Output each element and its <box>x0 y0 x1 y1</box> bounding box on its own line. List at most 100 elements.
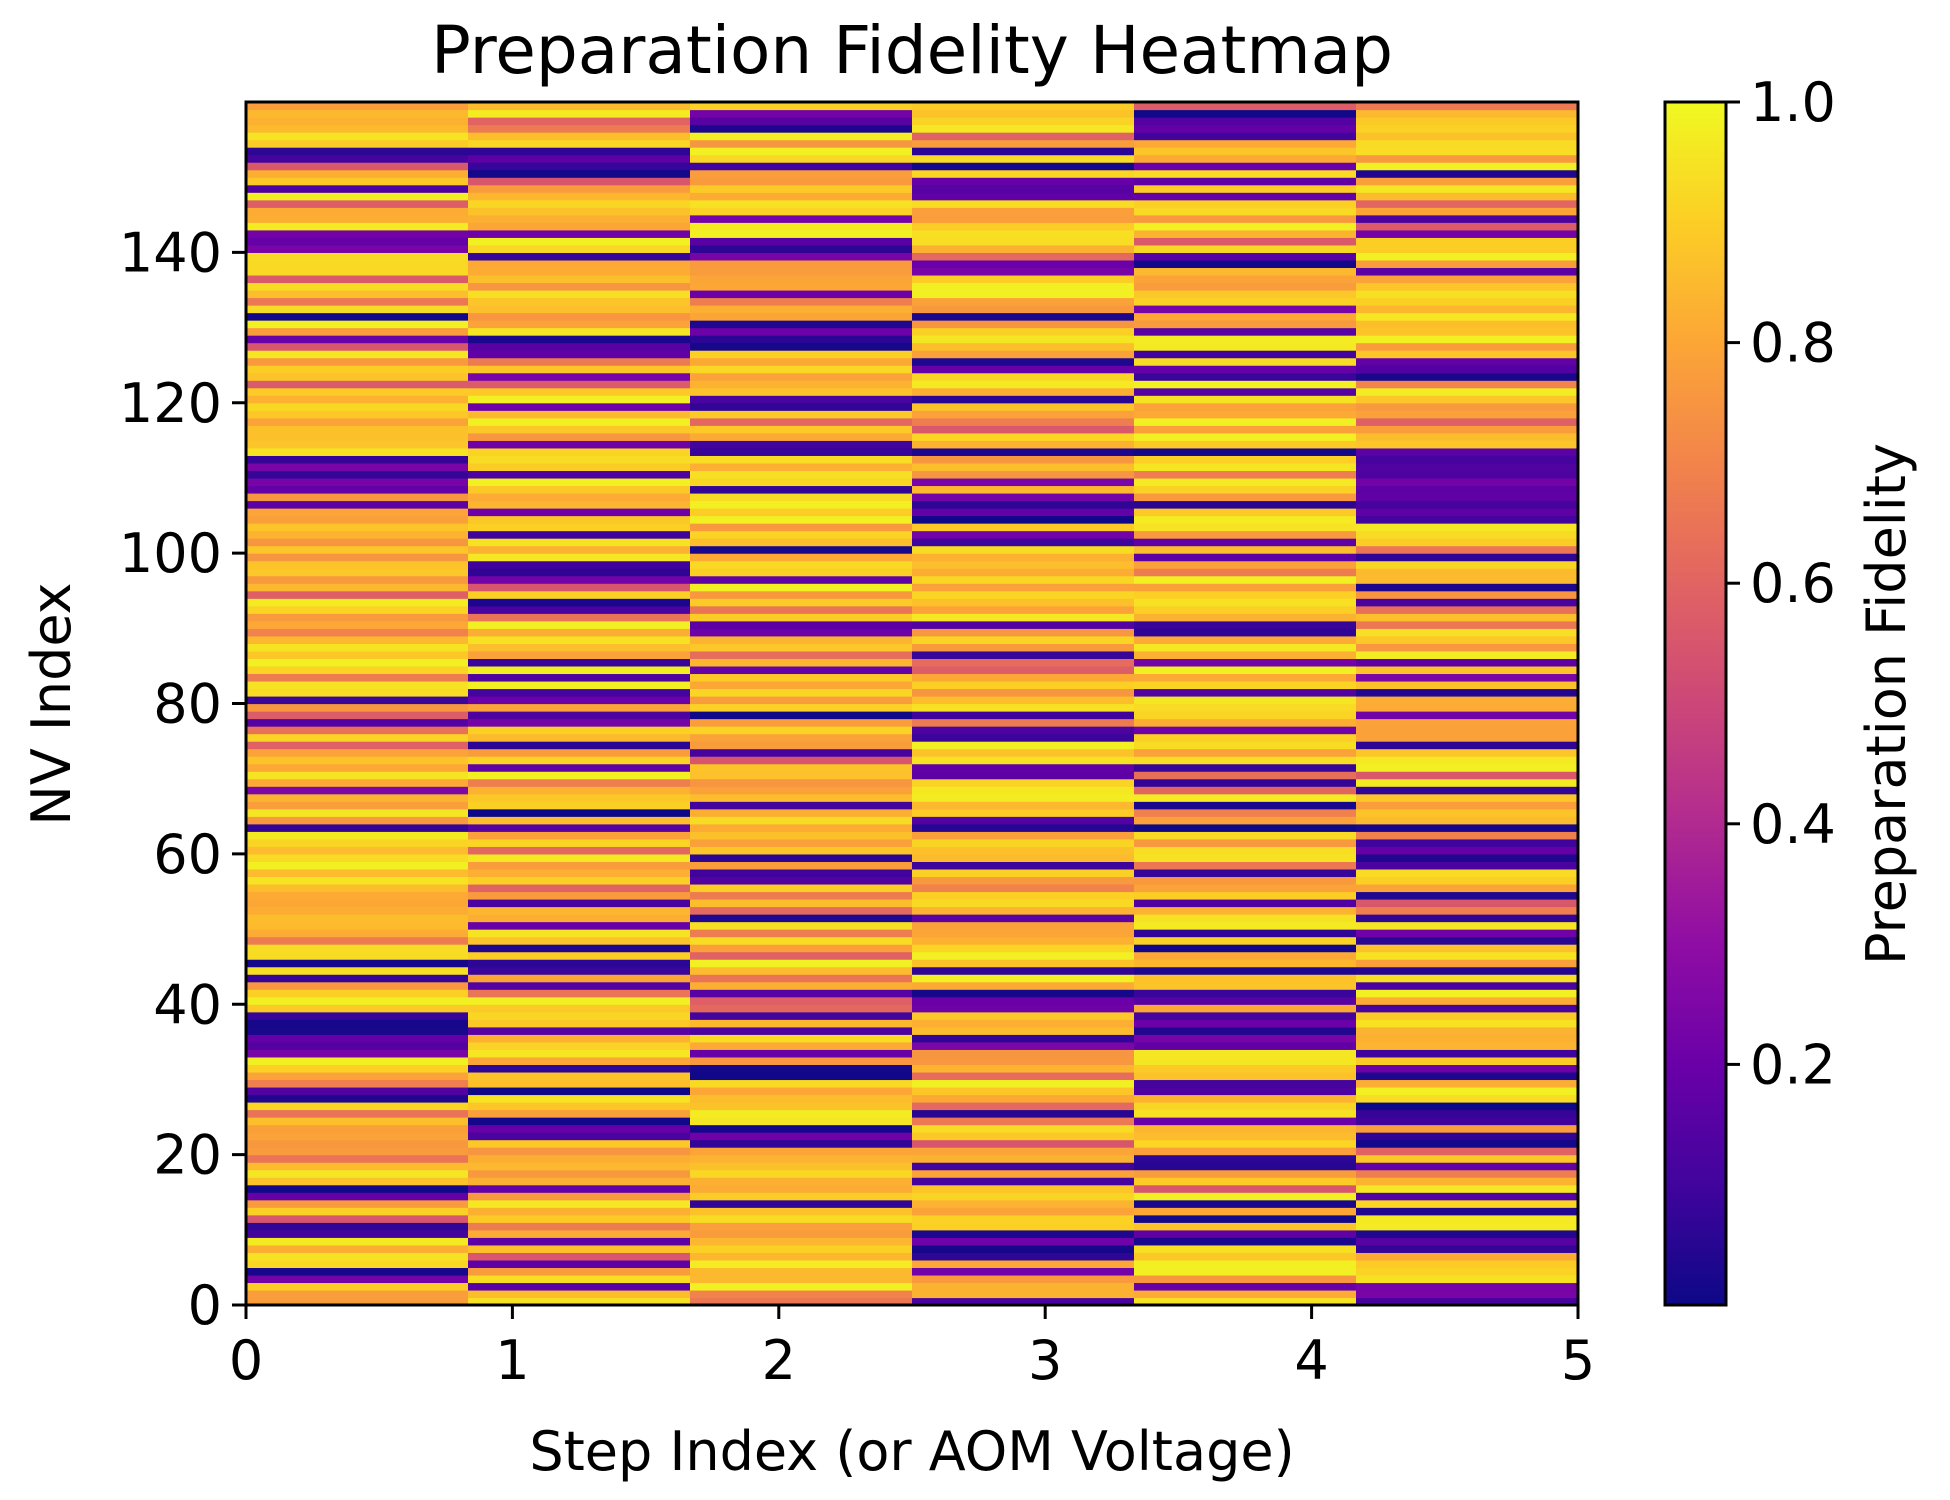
heatmap-cell <box>1134 748 1357 757</box>
heatmap-cell <box>246 838 469 847</box>
heatmap-cell <box>912 590 1135 599</box>
heatmap-cell <box>1134 252 1357 261</box>
heatmap-cell <box>468 951 691 960</box>
heatmap-cell <box>1134 1297 1357 1306</box>
heatmap-cell <box>1356 1229 1579 1238</box>
heatmap-cell <box>1134 914 1357 923</box>
heatmap-cell <box>246 620 469 629</box>
heatmap-cell <box>1134 846 1357 855</box>
heatmap-cell <box>246 289 469 299</box>
heatmap-cell <box>246 1094 469 1103</box>
heatmap-cell <box>1356 861 1579 870</box>
heatmap-cell <box>468 1019 691 1028</box>
heatmap-cell <box>468 372 691 381</box>
heatmap-cell <box>1134 462 1357 472</box>
heatmap-cell <box>690 222 913 231</box>
heatmap-cell <box>1356 1214 1579 1223</box>
heatmap-cell <box>246 485 469 494</box>
heatmap-cell <box>690 838 913 847</box>
heatmap-cell <box>1356 199 1579 208</box>
heatmap-cell <box>912 756 1135 765</box>
heatmap-cell <box>246 523 469 532</box>
heatmap-cell <box>468 801 691 810</box>
heatmap-cell <box>1356 1011 1579 1020</box>
heatmap-cell <box>912 966 1135 975</box>
heatmap-cell <box>1134 861 1357 870</box>
heatmap-cell <box>912 199 1135 208</box>
heatmap-cell <box>1356 417 1579 426</box>
heatmap-cell <box>468 1109 691 1118</box>
heatmap-cell <box>468 402 691 411</box>
heatmap-cell <box>1134 455 1357 464</box>
heatmap-cell <box>690 462 913 472</box>
heatmap-cell <box>468 891 691 900</box>
heatmap-cell <box>1356 305 1579 314</box>
heatmap-cell <box>246 327 469 336</box>
heatmap-cell <box>246 312 469 321</box>
heatmap-cell <box>912 1297 1135 1306</box>
heatmap-cell <box>1356 425 1579 434</box>
heatmap-cell <box>912 1222 1135 1231</box>
heatmap-cell <box>468 523 691 532</box>
heatmap-cell <box>246 515 469 524</box>
y-axis-ticks: 0 20 40 60 80 100 120 140 <box>119 221 246 1337</box>
heatmap-cell <box>912 673 1135 682</box>
heatmap-cell <box>690 1207 913 1216</box>
heatmap-cell <box>1356 207 1579 216</box>
heatmap-cell <box>468 1056 691 1065</box>
heatmap-cell <box>246 1132 469 1141</box>
heatmap-cell <box>912 643 1135 652</box>
heatmap-cell <box>690 485 913 494</box>
heatmap-cell <box>912 853 1135 862</box>
heatmap-cell <box>468 335 691 344</box>
heatmap-cell <box>468 515 691 524</box>
heatmap-cell <box>1134 1049 1357 1058</box>
heatmap-cell <box>690 447 913 456</box>
heatmap-cell <box>1356 1056 1579 1065</box>
heatmap-cell <box>690 1214 913 1223</box>
heatmap-cell <box>912 726 1135 735</box>
heatmap-cell <box>912 500 1135 509</box>
heatmap-cell <box>468 169 691 178</box>
heatmap-cell <box>1356 914 1579 923</box>
heatmap-cell <box>468 605 691 614</box>
heatmap-cell <box>246 1011 469 1020</box>
y-tick-label: 140 <box>119 221 222 284</box>
heatmap-cell <box>1356 470 1579 479</box>
heatmap-cell <box>1134 898 1357 908</box>
heatmap-cell <box>1356 921 1579 930</box>
heatmap-cell <box>468 1049 691 1058</box>
heatmap-cell <box>912 861 1135 870</box>
heatmap-cell <box>468 305 691 314</box>
heatmap-cell <box>690 695 913 705</box>
heatmap-cell <box>246 560 469 569</box>
heatmap-cell <box>1356 387 1579 396</box>
heatmap-cell <box>1134 289 1357 299</box>
heatmap-cell <box>1356 192 1579 201</box>
heatmap-cell <box>912 545 1135 554</box>
heatmap-cell <box>1356 673 1579 682</box>
heatmap-cell <box>468 741 691 750</box>
heatmap-cell <box>1134 387 1357 396</box>
heatmap-cell <box>690 748 913 757</box>
heatmap-cell <box>690 929 913 938</box>
heatmap-cell <box>468 124 691 133</box>
colorbar-tick-label: 0.6 <box>1750 552 1836 615</box>
heatmap-cell <box>1356 590 1579 599</box>
heatmap-cell <box>912 1229 1135 1238</box>
heatmap-cell <box>1134 184 1357 193</box>
heatmap-cell <box>246 575 469 584</box>
heatmap-cell <box>468 1177 691 1186</box>
heatmap-cell <box>1356 680 1579 690</box>
heatmap-cell <box>246 1289 469 1299</box>
heatmap-cell <box>1356 1004 1579 1013</box>
heatmap-cell <box>246 455 469 464</box>
heatmap-cell <box>468 1117 691 1126</box>
heatmap-cell <box>468 590 691 599</box>
heatmap-cell <box>690 1252 913 1261</box>
heatmap-cell <box>690 1289 913 1299</box>
heatmap-cell <box>690 492 913 502</box>
heatmap-cell <box>468 883 691 893</box>
heatmap-cell <box>912 891 1135 900</box>
heatmap-cell <box>246 748 469 757</box>
